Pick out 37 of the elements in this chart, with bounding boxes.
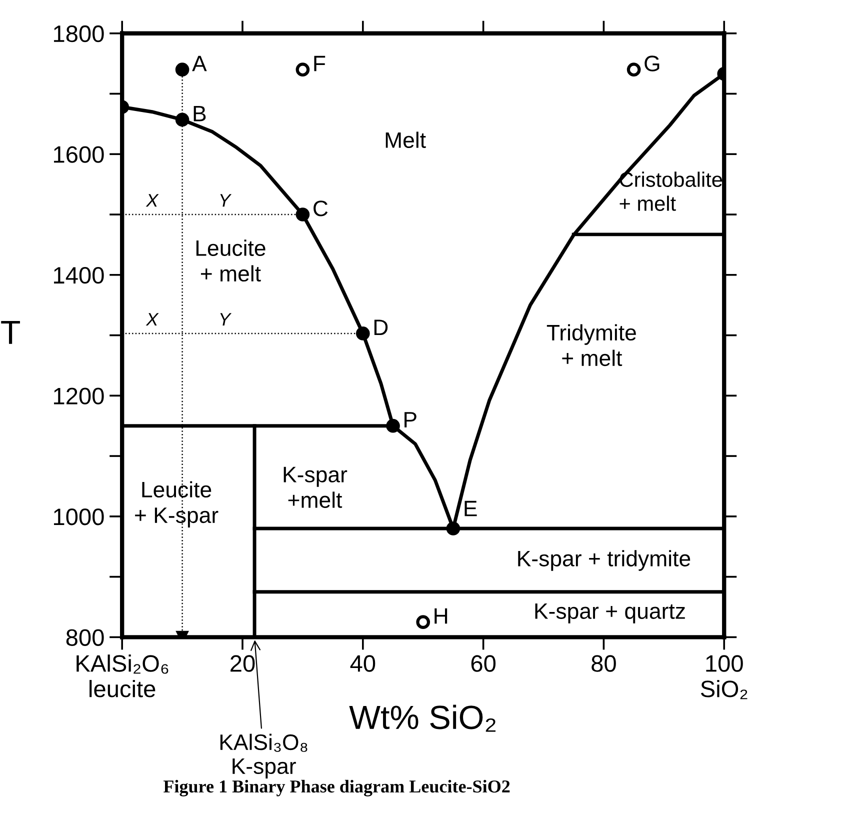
annotation: X — [146, 194, 159, 207]
annotation: Tridymite + melt — [546, 324, 636, 366]
caption: Figure 1 Binary Phase diagram Leucite-SiO2 — [163, 780, 510, 796]
y-tick-label: 1600 — [54, 146, 104, 163]
x-tick-label: 20 — [230, 655, 255, 672]
annotation: P — [404, 412, 416, 428]
annotation: Y — [220, 313, 232, 326]
annotation: K-spar + tridymite — [518, 550, 690, 571]
x-tick-label: 40 — [350, 655, 376, 672]
y-tick-label: 1800 — [54, 25, 104, 42]
annotation: E — [464, 500, 477, 516]
x-tick-label: 100 SiO₂ — [700, 655, 748, 700]
annotation: C — [314, 200, 328, 216]
y-tick-label: 1000 — [54, 508, 104, 526]
annotation: F — [314, 56, 326, 72]
annotation: Leucite + melt — [196, 240, 266, 282]
annotation: H — [434, 608, 448, 624]
y-axis-title: T — [1, 320, 20, 344]
x-tick-label: 60 — [471, 655, 496, 672]
x-tick-label: 80 — [592, 655, 616, 672]
annotation: Cristobalite + melt — [620, 172, 722, 211]
annotation: B — [194, 106, 206, 122]
annotation: Melt — [386, 132, 426, 148]
annotation: G — [644, 56, 660, 72]
annotation: D — [374, 320, 388, 336]
annotation: A — [192, 56, 207, 72]
annotation: X — [146, 313, 159, 326]
y-tick-label: 800 — [66, 629, 104, 646]
y-tick-label: 1400 — [54, 266, 104, 284]
annotation: KAlSi₃O₈ K-spar — [220, 734, 308, 778]
x-tick-label: KAlSi₂O₆ leucite — [76, 654, 168, 698]
annotation: K-spar +melt — [284, 466, 348, 508]
x-axis-title: Wt% SiO₂ — [349, 704, 496, 732]
annotation: K-spar + quartz — [535, 603, 685, 624]
annotation: Y — [220, 194, 232, 207]
y-tick-label: 1200 — [54, 388, 104, 404]
annotation: Leucite + K-spar — [135, 481, 218, 528]
